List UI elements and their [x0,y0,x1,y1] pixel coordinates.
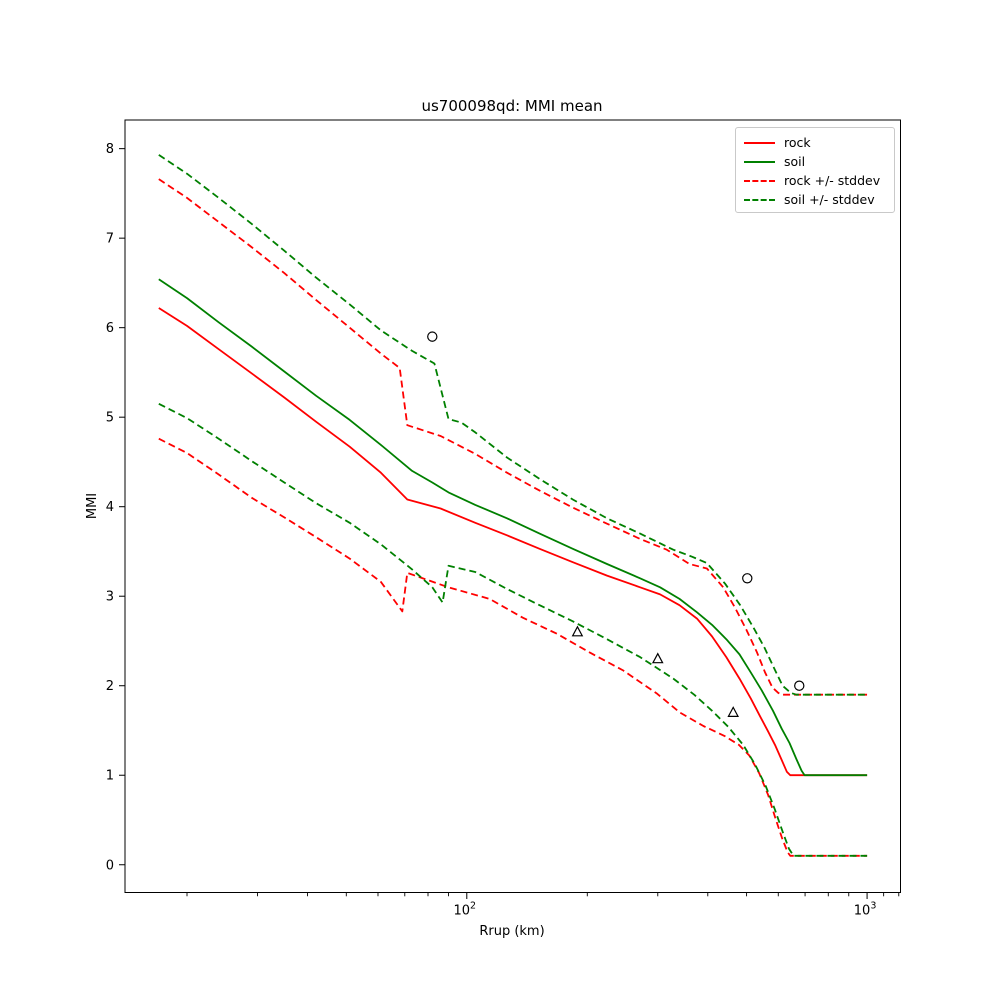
circle-marker [794,680,805,691]
x-tick-label: 103 [854,901,877,919]
y-tick-label: 0 [106,858,114,873]
triangle-marker [727,706,740,717]
series-rock-minus-stddev-line [158,437,868,857]
axes-border [124,119,901,893]
legend-label: rock +/- stddev [784,173,881,188]
series-lines [158,154,868,857]
y-tick-label: 3 [106,590,114,605]
series-soil-line [158,278,868,777]
y-tick-label: 4 [106,500,114,515]
legend-label: rock [784,135,811,150]
circle-marker [742,573,753,584]
legend-label: soil +/- stddev [784,192,875,207]
observation-markers [427,331,805,717]
legend-line-sample [744,198,775,201]
triangle-marker [571,625,584,637]
y-tick-label: 2 [106,679,114,694]
legend-item-soil: soil [744,152,886,171]
legend-line-sample [744,179,775,182]
y-tick-label: 5 [106,411,114,426]
y-axis-label: MMI [85,493,100,519]
axis-ticks [119,148,900,899]
chart-title: us700098qd: MMI mean [421,97,602,115]
y-tick-label: 7 [106,232,114,247]
x-axis-label: Rrup (km) [479,924,544,939]
series-soil-plus-stddev-line [158,154,868,696]
y-tick-label: 6 [106,321,114,336]
triangle-marker [651,652,664,664]
series-rock-line [158,307,868,777]
x-tick-label: 102 [453,901,476,919]
axis-tick-labels: 0 1 2 3 4 5 6 7 8 102 103 [106,142,877,918]
legend-item-soil-stddev: soil +/- stddev [744,190,886,209]
legend-item-rock: rock [744,133,886,152]
legend-label: soil [784,154,806,169]
legend-item-rock-stddev: rock +/- stddev [744,171,886,190]
legend-line-sample [744,160,775,163]
legend-line-sample [744,141,775,144]
series-soil-minus-stddev-line [158,402,868,857]
circle-marker [427,331,438,342]
y-tick-label: 1 [106,769,114,784]
y-tick-label: 8 [106,142,114,157]
legend: rock soil rock +/- stddev soil +/- stddev [735,127,895,213]
plot-area [125,120,901,893]
